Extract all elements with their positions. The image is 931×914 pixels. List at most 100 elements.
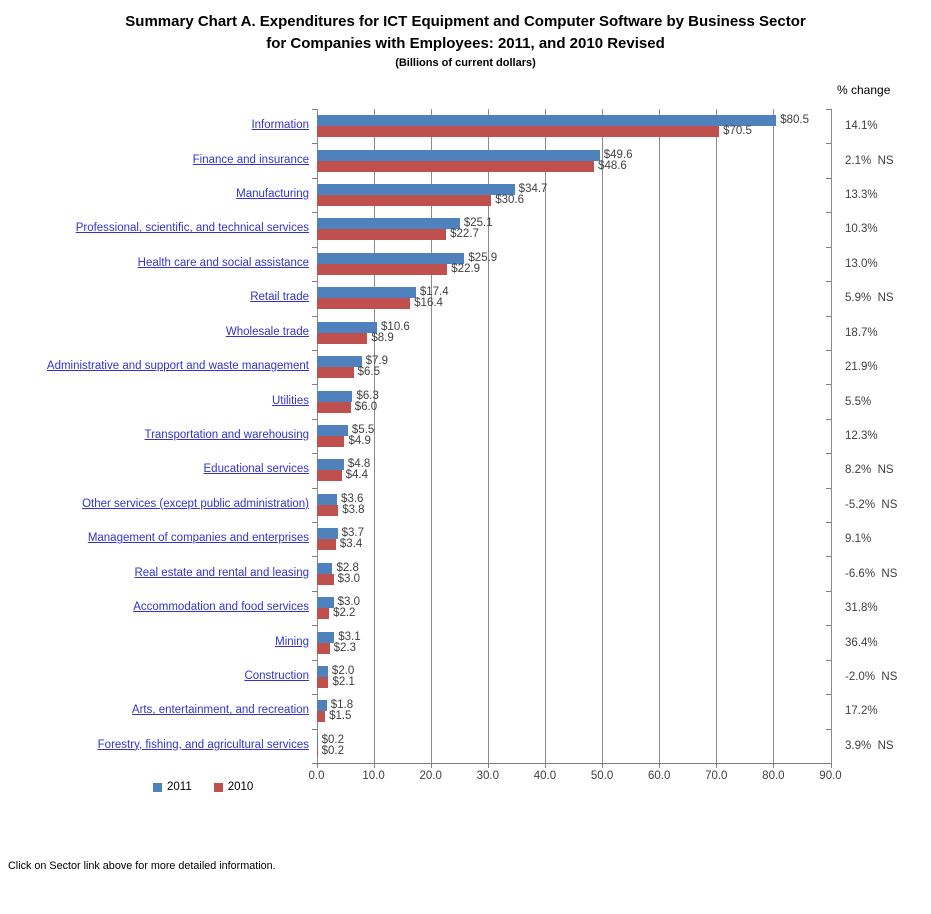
pct-change-value: 5.9% NS (845, 292, 894, 305)
value-label-2011: $3.6 (341, 492, 364, 505)
bar-2010 (316, 229, 447, 241)
pct-change-value: 31.8% (845, 602, 878, 615)
sector-link[interactable]: Administrative and support and waste man… (46, 360, 309, 373)
x-axis-tick (830, 763, 832, 768)
value-label-2010: $1.5 (329, 710, 352, 723)
value-label-2010: $3.4 (339, 538, 363, 551)
sector-label: Administrative and support and waste man… (0, 359, 309, 374)
sector-label: Other services (except public administra… (0, 497, 309, 512)
pct-axis-tick (825, 763, 831, 764)
sector-label: Educational services (0, 462, 309, 477)
x-axis-tick-label: 70.0 (705, 770, 728, 782)
bar-2010 (316, 126, 720, 138)
plot-right-border (830, 109, 832, 763)
bar-2011 (316, 149, 600, 161)
bar-2011 (316, 390, 353, 402)
gridline (602, 109, 604, 763)
bar-2011 (316, 252, 465, 264)
x-axis-tick-label: 0.0 (308, 770, 325, 782)
x-axis-tick (659, 763, 661, 768)
x-axis-tick-label: 50.0 (590, 770, 614, 782)
pct-axis-tick (825, 522, 831, 524)
sector-label: Finance and insurance (0, 153, 309, 168)
sector-link[interactable]: Utilities (271, 394, 309, 407)
x-axis-tick-label: 90.0 (819, 770, 842, 782)
value-label-2011: $10.6 (381, 320, 410, 333)
pct-change-value: 12.3% (845, 430, 878, 442)
gridline (373, 109, 375, 763)
sector-link[interactable]: Real estate and rental and leasing (134, 566, 309, 579)
value-label-2010: $3.0 (337, 572, 361, 585)
sector-link[interactable]: Transportation and warehousing (144, 429, 309, 441)
value-label-2010: $4.4 (345, 469, 369, 482)
pct-change-value: 9.1% (845, 533, 872, 546)
bar-2011 (316, 115, 777, 127)
pct-axis-tick (825, 453, 831, 455)
bar-2011 (316, 321, 378, 333)
sector-label: Information (0, 118, 309, 133)
pct-axis-tick (825, 556, 831, 558)
sector-label: Arts, entertainment, and recreation (0, 703, 309, 718)
pct-change-value: 5.5% (845, 395, 872, 408)
sector-link[interactable]: Retail trade (250, 291, 309, 304)
value-label-2010: $2.1 (332, 675, 355, 688)
sector-link[interactable]: Construction (244, 669, 309, 682)
value-label-2010: $30.6 (495, 194, 525, 207)
bar-2010 (316, 608, 330, 620)
value-label-2011: $25.1 (463, 217, 493, 230)
bar-2010 (316, 195, 492, 207)
value-label-2010: $70.5 (723, 125, 752, 138)
sector-link[interactable]: Professional, scientific, and technical … (75, 222, 309, 235)
value-label-2011: $17.4 (419, 286, 449, 299)
bar-2011 (316, 425, 348, 436)
category-axis-tick (311, 246, 317, 248)
bar-2011 (316, 631, 335, 643)
value-label-2011: $7.9 (365, 355, 388, 368)
sector-link[interactable]: Educational services (203, 463, 309, 476)
legend-item-2011: 2011 (153, 781, 192, 793)
category-axis-tick (311, 349, 317, 351)
category-axis-tick (311, 694, 317, 696)
sector-label: Retail trade (0, 290, 309, 305)
value-label-2010: $22.9 (451, 262, 481, 275)
pct-axis-tick (825, 418, 831, 420)
sector-label: Real estate and rental and leasing (0, 566, 309, 581)
bar-2010 (316, 504, 339, 516)
x-axis-tick (316, 763, 318, 768)
bar-2010 (316, 367, 354, 379)
bar-2010 (316, 642, 330, 654)
bar-2010 (316, 676, 329, 688)
sector-link[interactable]: Health care and social assistance (137, 256, 309, 269)
pct-axis-tick (825, 625, 831, 627)
sector-link[interactable]: Information (251, 119, 309, 132)
title-line-1: Summary Chart A. Expenditures for ICT Eq… (125, 13, 806, 30)
value-label-2010: $6.5 (357, 366, 380, 379)
value-label-2011: $3.1 (338, 630, 361, 643)
x-axis-tick (602, 763, 604, 768)
pct-axis-tick (825, 728, 831, 730)
sector-link[interactable]: Accommodation and food services (133, 601, 309, 614)
category-axis-tick (311, 384, 317, 386)
x-axis-tick-label: 30.0 (476, 770, 500, 782)
sector-label: Health care and social assistance (0, 256, 309, 271)
sector-link[interactable]: Management of companies and enterprises (87, 532, 309, 545)
sector-label: Wholesale trade (0, 325, 309, 340)
sector-link[interactable]: Wholesale trade (225, 325, 309, 338)
sector-link[interactable]: Manufacturing (236, 188, 309, 201)
gridline (430, 109, 432, 763)
bar-2011 (316, 528, 338, 540)
category-axis-tick (311, 728, 317, 730)
value-label-2010: $0.2 (321, 744, 345, 757)
sector-link[interactable]: Arts, entertainment, and recreation (131, 704, 309, 717)
sector-link[interactable]: Other services (except public administra… (82, 497, 309, 510)
sector-label: Transportation and warehousing (0, 428, 309, 443)
sector-link[interactable]: Mining (275, 635, 309, 648)
sector-link[interactable]: Finance and insurance (192, 153, 309, 166)
legend-item-2010: 2010 (213, 781, 253, 793)
x-axis-tick (544, 763, 546, 768)
sector-link[interactable]: Forestry, fishing, and agricultural serv… (97, 738, 309, 751)
value-label-2011: $49.6 (603, 148, 633, 161)
value-label-2010: $6.0 (354, 400, 378, 413)
pct-change-value: 13.3% (845, 189, 878, 202)
